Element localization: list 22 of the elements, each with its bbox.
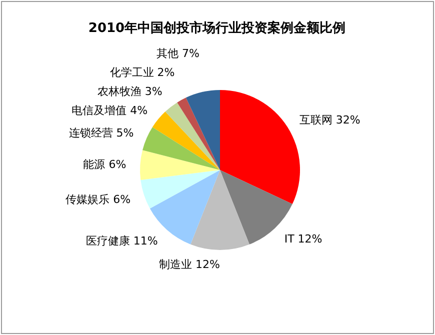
pie-slice <box>220 170 292 244</box>
pie-slice <box>152 112 220 170</box>
slice-label: IT 12% <box>284 232 322 246</box>
slice-label: 医疗健康 11% <box>86 234 158 248</box>
slice-label: 能源 6% <box>83 158 126 172</box>
pie-slice <box>186 90 220 170</box>
pie-slice <box>165 102 220 170</box>
slice-label: 连锁经营 5% <box>68 126 134 140</box>
slice-label: 互联网 32% <box>299 114 360 127</box>
slice-label: 化学工业 2% <box>110 66 175 80</box>
slice-label: 其他 7% <box>156 47 200 60</box>
pie-slice <box>220 90 300 204</box>
slice-label: 电信及增值 4% <box>72 104 148 118</box>
pie-slice <box>177 98 220 170</box>
pie-slice <box>140 170 220 209</box>
slice-label: 传媒娱乐 6% <box>66 193 131 206</box>
pie-slice <box>142 127 220 170</box>
pie-slice <box>190 170 250 250</box>
slice-label: 农林牧渔 3% <box>97 85 162 98</box>
slice-label: 制造业 12% <box>159 258 220 271</box>
pie-slice <box>140 150 220 180</box>
chart-title: 2010年中国创投市场行业投资案例金额比例 <box>88 20 346 36</box>
